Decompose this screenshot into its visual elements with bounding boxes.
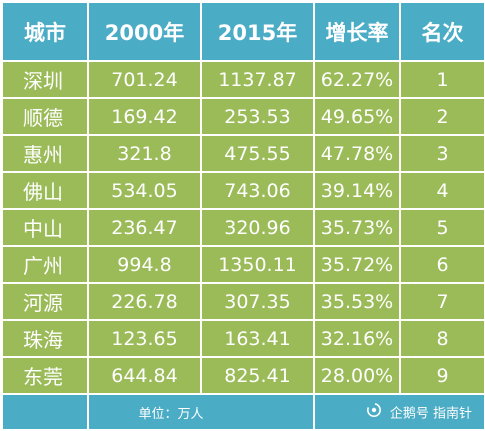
growth-cell: 35.73% bbox=[313, 208, 401, 247]
table-row: 河源 226.78 307.35 35.53% 7 bbox=[1, 282, 485, 321]
city-cell: 东莞 bbox=[1, 356, 89, 395]
city-cell: 珠海 bbox=[1, 319, 89, 358]
rank-cell: 2 bbox=[399, 97, 485, 136]
value-2015-cell: 1137.87 bbox=[200, 60, 315, 99]
rank-cell: 7 bbox=[399, 282, 485, 321]
city-cell: 惠州 bbox=[1, 134, 89, 173]
table-row: 东莞 644.84 825.41 28.00% 9 bbox=[1, 356, 485, 395]
table-row: 惠州 321.8 475.55 47.78% 3 bbox=[1, 134, 485, 173]
value-2000-cell: 644.84 bbox=[87, 356, 202, 395]
value-2015-cell: 320.96 bbox=[200, 208, 315, 247]
value-2000-cell: 701.24 bbox=[87, 60, 202, 99]
city-cell: 佛山 bbox=[1, 171, 89, 210]
rank-cell: 5 bbox=[399, 208, 485, 247]
header-rank: 名次 bbox=[399, 1, 485, 62]
growth-cell: 28.00% bbox=[313, 356, 401, 395]
value-2000-cell: 123.65 bbox=[87, 319, 202, 358]
table-row: 深圳 701.24 1137.87 62.27% 1 bbox=[1, 60, 485, 99]
table-row: 中山 236.47 320.96 35.73% 5 bbox=[1, 208, 485, 247]
brand-text: 企鹅号 指南针 bbox=[389, 406, 472, 422]
city-cell: 中山 bbox=[1, 208, 89, 247]
penguin-swirl-icon bbox=[366, 402, 382, 422]
header-2015: 2015年 bbox=[200, 1, 315, 62]
footer-row: 单位：万人 企鹅号 指南针 bbox=[1, 393, 485, 431]
header-2000: 2000年 bbox=[87, 1, 202, 62]
value-2015-cell: 163.41 bbox=[200, 319, 315, 358]
footer-empty-cell bbox=[1, 393, 89, 431]
growth-cell: 62.27% bbox=[313, 60, 401, 99]
growth-cell: 49.65% bbox=[313, 97, 401, 136]
value-2000-cell: 994.8 bbox=[87, 245, 202, 284]
value-2015-cell: 743.06 bbox=[200, 171, 315, 210]
brand-watermark: 企鹅号 指南针 bbox=[313, 393, 485, 431]
growth-cell: 39.14% bbox=[313, 171, 401, 210]
table-row: 广州 994.8 1350.11 35.72% 6 bbox=[1, 245, 485, 284]
rank-cell: 1 bbox=[399, 60, 485, 99]
value-2000-cell: 534.05 bbox=[87, 171, 202, 210]
value-2000-cell: 321.8 bbox=[87, 134, 202, 173]
growth-cell: 32.16% bbox=[313, 319, 401, 358]
growth-cell: 35.72% bbox=[313, 245, 401, 284]
table-row: 顺德 169.42 253.53 49.65% 2 bbox=[1, 97, 485, 136]
value-2015-cell: 253.53 bbox=[200, 97, 315, 136]
rank-cell: 3 bbox=[399, 134, 485, 173]
header-row: 城市 2000年 2015年 增长率 名次 bbox=[1, 1, 485, 62]
value-2015-cell: 307.35 bbox=[200, 282, 315, 321]
rank-cell: 9 bbox=[399, 356, 485, 395]
value-2000-cell: 236.47 bbox=[87, 208, 202, 247]
value-2000-cell: 226.78 bbox=[87, 282, 202, 321]
growth-cell: 47.78% bbox=[313, 134, 401, 173]
penguin-swirl-icon-svg bbox=[366, 403, 381, 417]
header-growth: 增长率 bbox=[313, 1, 401, 62]
unit-note: 单位：万人 bbox=[87, 393, 315, 431]
value-2015-cell: 1350.11 bbox=[200, 245, 315, 284]
table-row: 佛山 534.05 743.06 39.14% 4 bbox=[1, 171, 485, 210]
value-2000-cell: 169.42 bbox=[87, 97, 202, 136]
city-cell: 广州 bbox=[1, 245, 89, 284]
header-city: 城市 bbox=[1, 1, 89, 62]
table-row: 珠海 123.65 163.41 32.16% 8 bbox=[1, 319, 485, 358]
value-2015-cell: 475.55 bbox=[200, 134, 315, 173]
rank-cell: 4 bbox=[399, 171, 485, 210]
city-cell: 深圳 bbox=[1, 60, 89, 99]
growth-cell: 35.53% bbox=[313, 282, 401, 321]
city-cell: 河源 bbox=[1, 282, 89, 321]
rank-cell: 6 bbox=[399, 245, 485, 284]
rank-cell: 8 bbox=[399, 319, 485, 358]
city-cell: 顺德 bbox=[1, 97, 89, 136]
value-2015-cell: 825.41 bbox=[200, 356, 315, 395]
